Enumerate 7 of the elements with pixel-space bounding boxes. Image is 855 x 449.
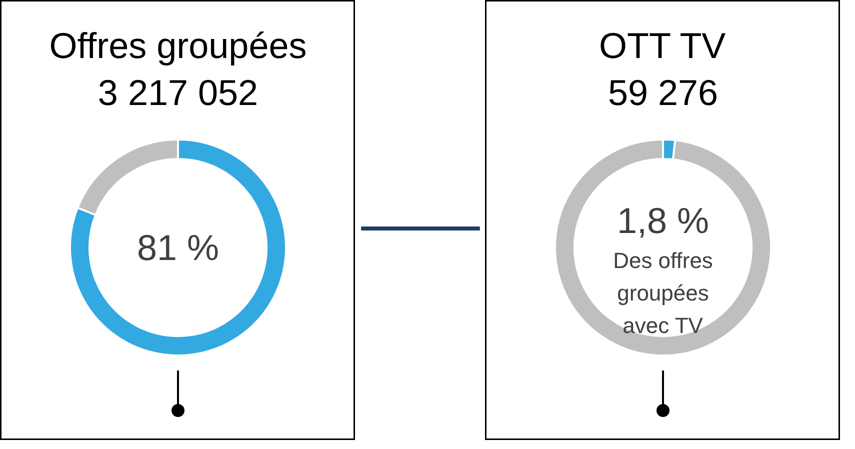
chart-subtitle: 3 217 052 [98, 72, 258, 113]
text: Des offres groupées avec TV [613, 248, 713, 338]
text: 1,8 % [616, 200, 710, 241]
chart-title: Offres groupées [49, 25, 307, 66]
text: 81 % [136, 227, 220, 268]
chart-subtitle: 59 276 [608, 72, 718, 113]
chart-title: OTT TV [599, 25, 726, 66]
